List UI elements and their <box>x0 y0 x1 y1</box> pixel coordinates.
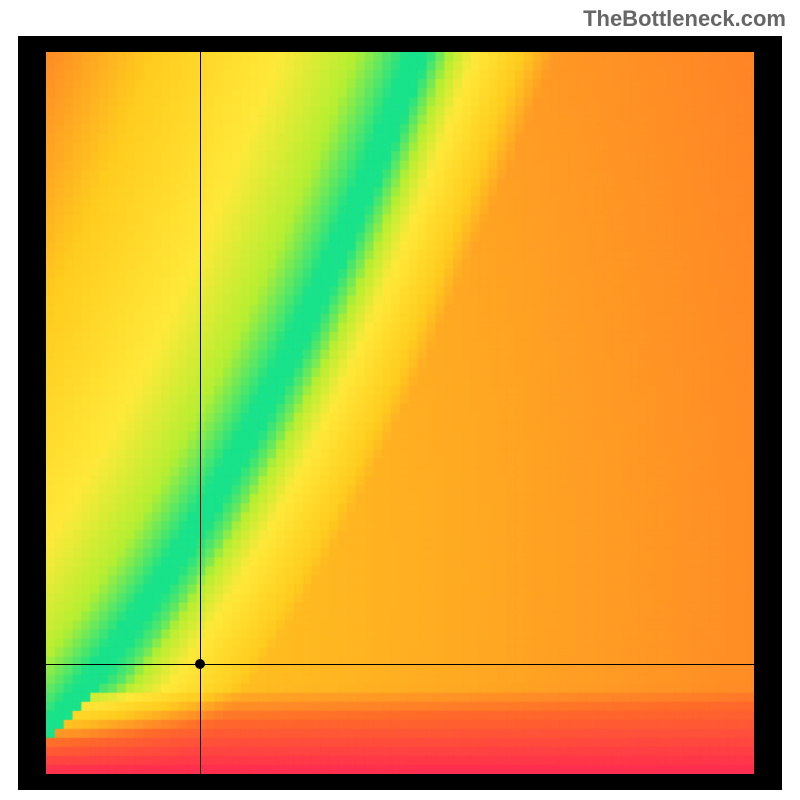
heatmap-canvas <box>46 52 754 774</box>
plot-area <box>46 52 754 774</box>
marker-dot <box>195 659 205 669</box>
watermark-text: TheBottleneck.com <box>583 6 786 32</box>
crosshair-horizontal <box>46 664 754 665</box>
chart-frame <box>18 36 782 790</box>
